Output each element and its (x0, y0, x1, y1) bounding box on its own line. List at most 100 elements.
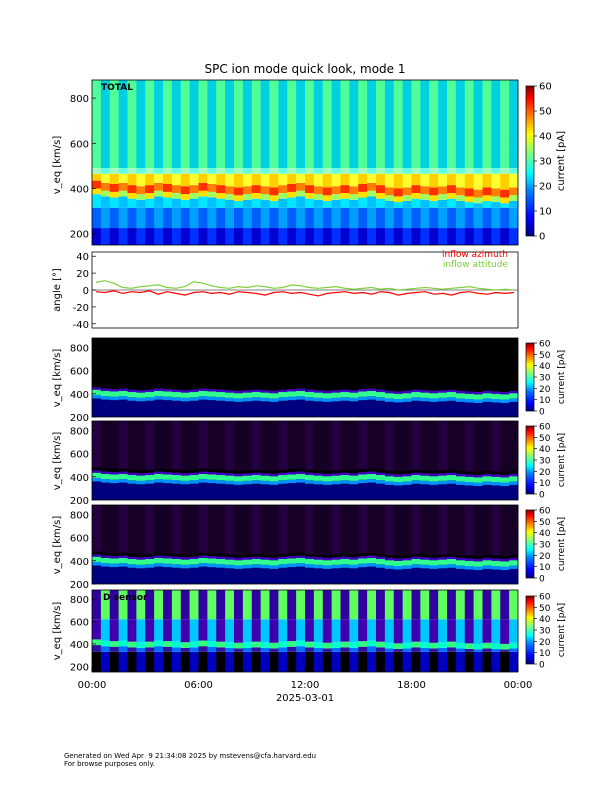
heatmap-cell (393, 565, 404, 570)
heatmap-cell (242, 559, 253, 565)
heatmap-cell (455, 651, 466, 672)
sensor-c-ylabel: v_eq [km/s] (52, 516, 63, 575)
heatmap-cell (313, 194, 324, 200)
heatmap-cell (189, 400, 199, 417)
heatmap-cell (171, 472, 182, 476)
heatmap-cell (322, 421, 333, 471)
heatmap-cell (269, 393, 279, 399)
heatmap-cell (411, 228, 421, 245)
heatmap-cell (509, 195, 519, 201)
heatmap-cell (376, 590, 386, 620)
heatmap-cell (509, 476, 519, 482)
heatmap-cell (225, 642, 235, 648)
heatmap-cell (171, 567, 182, 584)
heatmap-cell (171, 168, 182, 174)
heatmap-cell (322, 398, 333, 402)
footer: Generated on Wed Apr 9 21:34:08 2025 by … (64, 752, 316, 768)
heatmap-cell (305, 475, 315, 481)
heatmap-cell (500, 173, 510, 190)
heatmap-cell (447, 80, 457, 169)
heatmap-cell (278, 193, 288, 199)
heatmap-cell (92, 228, 102, 245)
heatmap-cell (251, 641, 262, 648)
heatmap-cell (340, 556, 350, 560)
heatmap-cell (305, 421, 315, 470)
heatmap-cell (376, 559, 386, 565)
heatmap-cell (393, 202, 404, 208)
heatmap-cell (180, 651, 191, 672)
heatmap-cell (234, 484, 244, 500)
heatmap-cell (331, 473, 341, 476)
heatmap-cell (154, 505, 164, 553)
heatmap-cell (349, 194, 359, 200)
heatmap-cell (464, 560, 475, 566)
heatmap-cell (180, 642, 191, 648)
heatmap-cell (482, 476, 492, 482)
heatmap-cell (242, 207, 253, 229)
colorbar-tick-label: 60 (539, 423, 551, 433)
heatmap-cell (376, 397, 386, 401)
heatmap-cell (109, 590, 120, 620)
heatmap-cell (180, 228, 191, 245)
heatmap-cell (189, 647, 199, 652)
heatmap-cell (216, 505, 226, 554)
heatmap-cell (464, 474, 475, 477)
heatmap-cell (447, 400, 457, 417)
y-tick-label: 200 (70, 413, 89, 424)
heatmap-cell (145, 483, 155, 500)
heatmap-cell (92, 207, 102, 229)
heatmap-cell (500, 619, 510, 644)
heatmap-cell (251, 193, 262, 199)
heatmap-cell (429, 481, 439, 485)
heatmap-cell (171, 590, 182, 620)
heatmap-cell (411, 590, 421, 620)
heatmap-cell (384, 80, 395, 169)
heatmap-cell (464, 80, 475, 169)
heatmap-cell (384, 565, 395, 569)
heatmap-cell (331, 480, 341, 485)
colorbar-tick-label: 10 (539, 479, 551, 489)
heatmap-cell (278, 421, 288, 470)
heatmap-cell (136, 480, 146, 485)
heatmap-cell (278, 168, 288, 174)
heatmap-cell (429, 195, 439, 201)
heatmap-cell (447, 185, 457, 194)
heatmap-cell (322, 505, 333, 555)
heatmap-cell (216, 228, 226, 245)
heatmap-cell (127, 392, 137, 398)
heatmap-cell (118, 619, 128, 641)
heatmap-cell (509, 648, 519, 652)
heatmap-cell (455, 484, 466, 500)
heatmap-cell (331, 186, 341, 195)
heatmap-cell (447, 567, 457, 584)
heatmap-cell (269, 481, 279, 485)
sensor-a-ylabel: v_eq [km/s] (52, 349, 63, 408)
heatmap-cell (438, 401, 448, 417)
heatmap-cell (198, 557, 208, 564)
heatmap-cell (296, 640, 306, 647)
heatmap-cell (296, 505, 306, 553)
heatmap-cell (269, 565, 279, 569)
y-tick-label: 600 (70, 367, 89, 378)
heatmap-cell (447, 421, 457, 470)
x-axis-label: 2025-03-01 (276, 693, 334, 704)
heatmap-cell (491, 207, 501, 229)
heatmap-cell (296, 399, 306, 417)
colorbar-tick-label: 0 (539, 661, 545, 671)
heatmap-cell (402, 568, 412, 584)
heatmap-cell (376, 80, 386, 169)
heatmap-cell (251, 198, 262, 208)
heatmap-cell (500, 203, 510, 208)
heatmap-cell (473, 559, 483, 562)
heatmap-cell (500, 590, 510, 620)
heatmap-cell (225, 390, 235, 393)
heatmap-cell (420, 647, 430, 652)
heatmap-cell (136, 392, 146, 398)
heatmap-cell (92, 188, 102, 195)
heatmap-cell (393, 560, 404, 566)
heatmap-cell (242, 484, 253, 500)
heatmap-cell (136, 564, 146, 569)
heatmap-cell (367, 196, 377, 208)
heatmap-cell (127, 475, 137, 481)
